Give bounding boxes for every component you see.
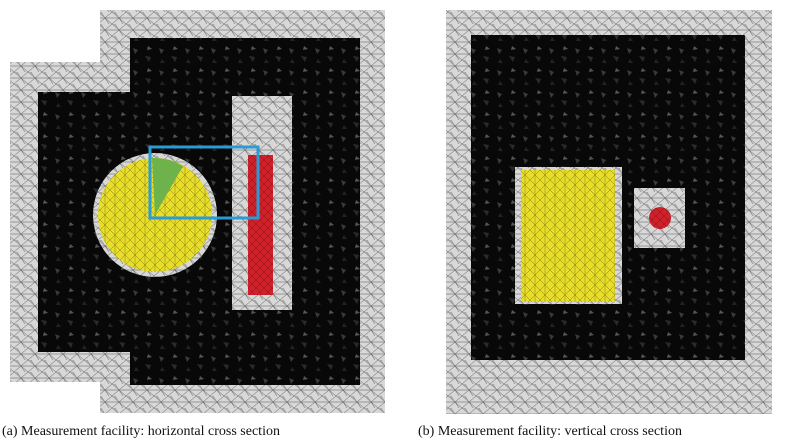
figure: (a) Measurement facility: horizontal cro… [0,0,791,444]
detector [649,207,671,229]
detector [248,155,273,295]
source [521,170,615,302]
caption: (a) Measurement facility: horizontal cro… [2,424,280,440]
caption: (b) Measurement facility: vertical cross… [418,424,682,440]
mesh-figure [0,0,791,420]
